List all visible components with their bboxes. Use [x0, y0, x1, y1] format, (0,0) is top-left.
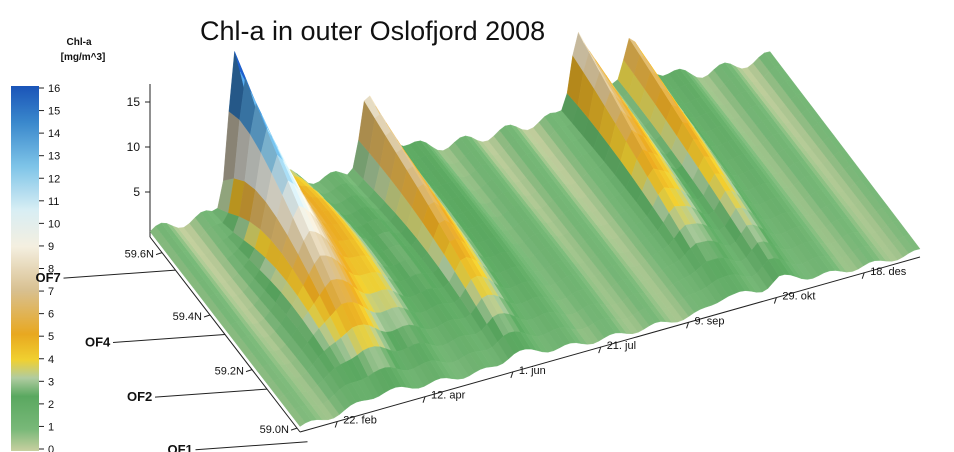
- date-tick-mark: [861, 272, 865, 279]
- date-tick-label: 21. jul: [607, 340, 636, 352]
- date-tick-mark: [510, 371, 514, 379]
- date-tick-label: 29. okt: [782, 291, 815, 303]
- colorbar-bar: [11, 86, 39, 451]
- surface-patch: [903, 234, 921, 251]
- date-tick-mark: [773, 297, 777, 304]
- colorbar-tick-label: 0: [48, 444, 54, 452]
- time-axis-line: [299, 256, 921, 433]
- date-tick-label: 1. jun: [519, 365, 546, 377]
- date-tick-mark: [598, 346, 602, 354]
- station-label: OF1: [168, 442, 193, 452]
- latitude-tick-label: 59.2N: [215, 366, 244, 378]
- latitude-tick-label: 59.4N: [173, 311, 202, 323]
- chl-a-surface: [149, 31, 921, 427]
- z-tick-label: 5: [133, 185, 140, 199]
- station-leader-line: [154, 388, 268, 398]
- colorbar-tick-label: 7: [48, 286, 54, 298]
- colorbar-tick-label: 3: [48, 376, 54, 388]
- date-tick-mark: [334, 421, 338, 428]
- colorbar-tick-label: 1: [48, 421, 54, 433]
- colorbar-tick-label: 11: [48, 196, 59, 208]
- date-tick-label: 9. sep: [695, 315, 725, 327]
- station-label: OF2: [127, 389, 152, 404]
- station-label: OF7: [36, 270, 61, 285]
- station-leader-line: [112, 334, 226, 343]
- colorbar-title-line2: [mg/m^3]: [61, 52, 106, 63]
- latitude-tick-label: 59.0N: [260, 424, 289, 436]
- colorbar-tick-label: 12: [48, 173, 60, 185]
- colorbar-tick-label: 9: [48, 241, 54, 253]
- date-tick-label: 18. des: [870, 266, 907, 278]
- date-tick-label: 22. feb: [343, 415, 377, 427]
- colorbar-tick-label: 4: [48, 354, 54, 366]
- colorbar-tick-label: 13: [48, 151, 60, 163]
- axes-frame: 15 10 5: [127, 84, 921, 433]
- chart-title: Chl-a in outer Oslofjord 2008: [200, 16, 545, 46]
- date-tick-label: 12. apr: [431, 390, 466, 402]
- station-label: OF4: [85, 335, 111, 350]
- station-leader-line: [195, 441, 308, 451]
- latitude-tick-mark: [245, 369, 253, 373]
- colorbar-tick-label: 5: [48, 331, 54, 343]
- station-leader-line: [63, 269, 176, 279]
- colorbar-tick-label: 10: [48, 218, 60, 230]
- colorbar-tick-label: 14: [48, 128, 60, 140]
- latitude-tick-mark: [290, 427, 298, 431]
- z-tick-label: 10: [127, 140, 141, 154]
- date-tick-mark: [686, 322, 690, 329]
- colorbar-tick-label: 2: [48, 399, 54, 411]
- colorbar-tick-label: 15: [48, 106, 60, 118]
- z-tick-label: 15: [127, 95, 141, 109]
- colorbar-tick-label: 6: [48, 309, 54, 321]
- colorbar-title-line1: Chl-a: [67, 37, 92, 48]
- colorbar-tick-label: 16: [48, 83, 60, 95]
- axis-labels: 59.6N 59.4N 59.2N 59.0N OF7 OF4 OF2 OF1 22. feb 1…: [36, 249, 907, 452]
- colorbar-tick-label: 8: [48, 264, 54, 276]
- date-tick-mark: [422, 396, 426, 403]
- latitude-tick-mark: [155, 252, 163, 256]
- latitude-tick-label: 59.6N: [125, 249, 154, 261]
- latitude-tick-mark: [203, 314, 211, 318]
